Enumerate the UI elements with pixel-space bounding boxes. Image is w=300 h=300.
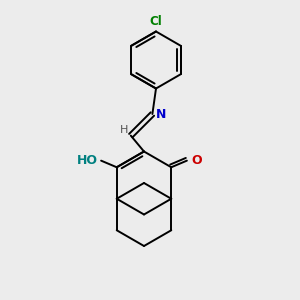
Text: Cl: Cl (150, 15, 162, 28)
Text: O: O (191, 154, 202, 167)
Text: HO: HO (76, 154, 98, 167)
Text: N: N (156, 107, 166, 121)
Text: H: H (120, 125, 128, 135)
